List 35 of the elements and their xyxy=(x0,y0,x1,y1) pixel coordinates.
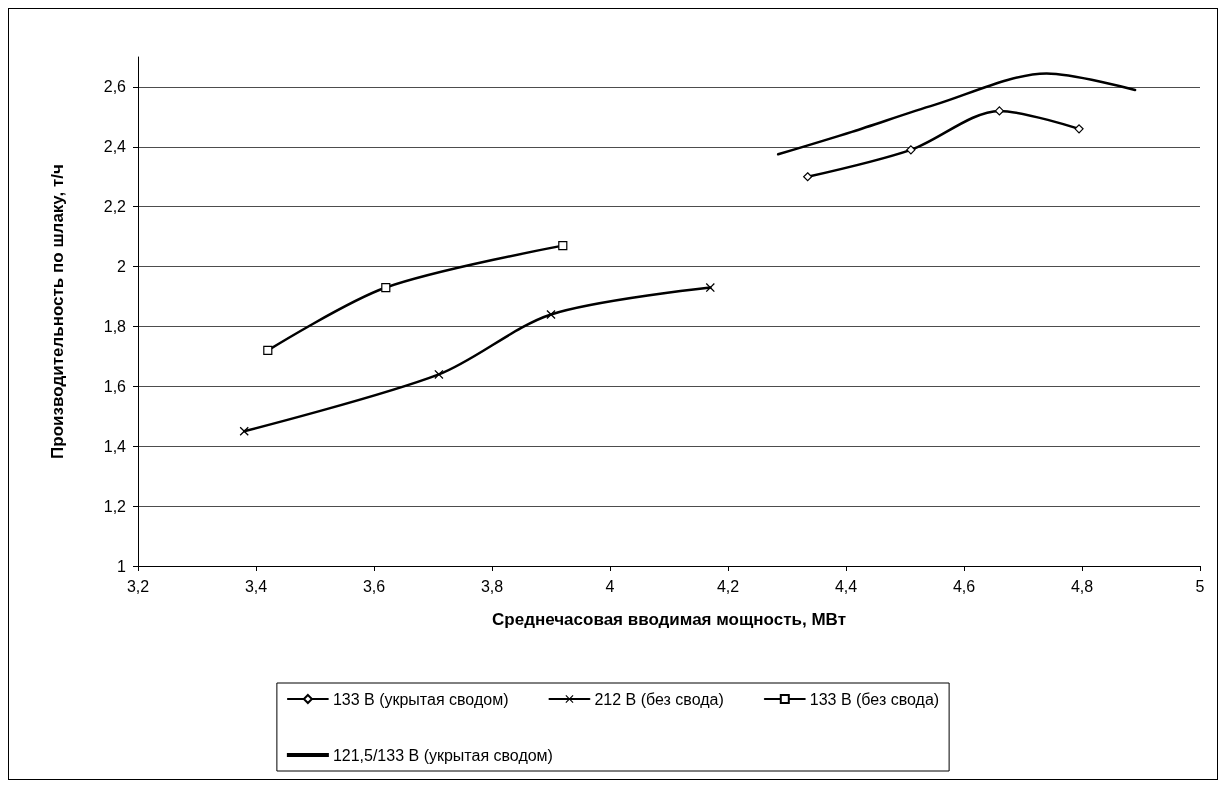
y-tick-label: 2,4 xyxy=(103,138,127,156)
point xyxy=(263,345,273,356)
point xyxy=(558,241,568,251)
point xyxy=(803,172,813,182)
x-tick-label: 4,8 xyxy=(1070,577,1094,595)
legend-label: 133 В (укрытая сводом) xyxy=(332,690,509,708)
y-axis-title: Производительность по шлаку, т/ч xyxy=(48,164,67,459)
y-tick-label: 1,4 xyxy=(103,437,127,455)
legend-label: 212 В (без свода) xyxy=(594,690,724,708)
point xyxy=(434,369,444,379)
x-tick-label: 4 xyxy=(605,577,615,595)
y-tick-label: 2,2 xyxy=(103,198,127,216)
y-tick-label: 1,6 xyxy=(103,377,127,395)
x-axis-title: Среднечасовая вводимая мощность, МВт xyxy=(492,610,846,629)
x-tick-label: 3,2 xyxy=(126,577,150,595)
legend-label: 133 В (без свода) xyxy=(809,690,940,708)
x-tick-label: 4,6 xyxy=(952,577,976,595)
point xyxy=(381,282,391,293)
point xyxy=(1074,124,1084,134)
y-tick-label: 2,6 xyxy=(103,78,127,96)
x-tick-label: 4,2 xyxy=(716,577,740,595)
x-tick-label: 3,4 xyxy=(244,577,268,595)
y-tick-label: 1,2 xyxy=(103,497,127,515)
y-tick-label: 1,8 xyxy=(103,317,127,335)
point xyxy=(705,283,715,293)
x-tick-label: 4,4 xyxy=(834,577,858,595)
y-tick-label: 2 xyxy=(117,258,127,276)
x-tick-label: 3,8 xyxy=(480,577,504,595)
x-tick-label: 5 xyxy=(1195,577,1205,595)
point xyxy=(906,145,916,155)
x-tick-label: 3,6 xyxy=(362,577,386,595)
legend-label: 121,5/133 В (укрытая сводом) xyxy=(332,746,553,764)
y-tick-label: 1 xyxy=(117,557,127,575)
point xyxy=(546,309,556,319)
point xyxy=(994,106,1004,116)
